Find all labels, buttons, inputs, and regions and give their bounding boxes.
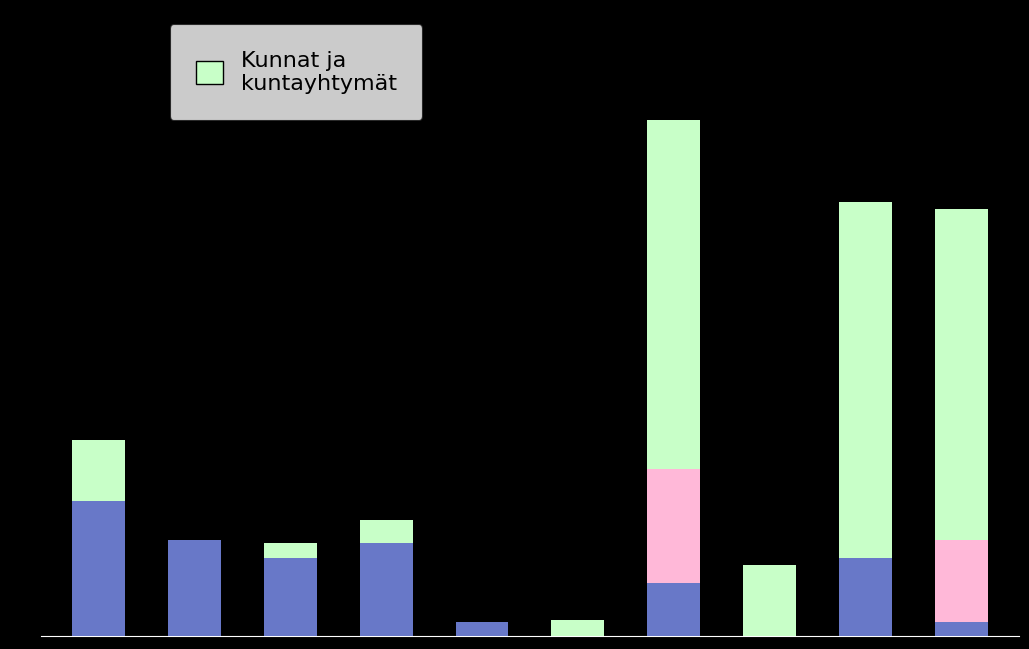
Bar bbox=[743, 565, 795, 636]
Bar bbox=[264, 543, 317, 557]
Bar bbox=[456, 622, 508, 636]
Bar bbox=[647, 120, 700, 469]
Bar bbox=[360, 543, 413, 636]
Bar bbox=[647, 469, 700, 583]
Legend: Kunnat ja
kuntayhtymät: Kunnat ja kuntayhtymät bbox=[170, 24, 423, 121]
Bar bbox=[935, 622, 988, 636]
Bar bbox=[360, 520, 413, 543]
Bar bbox=[264, 557, 317, 636]
Bar bbox=[647, 583, 700, 636]
Bar bbox=[72, 440, 125, 501]
Bar bbox=[935, 209, 988, 540]
Bar bbox=[168, 540, 221, 636]
Bar bbox=[839, 202, 892, 557]
Bar bbox=[839, 557, 892, 636]
Bar bbox=[72, 501, 125, 636]
Bar bbox=[935, 540, 988, 622]
Bar bbox=[552, 620, 604, 636]
